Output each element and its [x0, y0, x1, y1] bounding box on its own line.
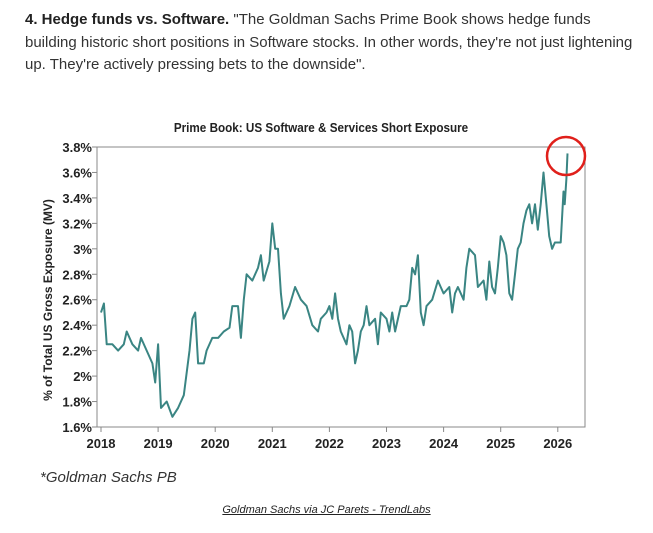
x-tick-label: 2024	[429, 436, 459, 451]
paragraph-heading: 4. Hedge funds vs. Software.	[25, 11, 230, 28]
image-caption: Goldman Sachs via JC Parets - TrendLabs	[0, 504, 653, 516]
chart-source-note: *Goldman Sachs PB	[40, 469, 177, 486]
y-axis-label: % of Total US Gross Exposure (MV)	[41, 199, 55, 401]
paragraph-body: "The Goldman Sachs Prime Book shows hedg…	[25, 11, 633, 73]
x-tick-label: 2020	[201, 436, 230, 451]
y-tick-label: 2.6%	[62, 293, 92, 308]
y-tick-label: 2%	[73, 369, 92, 384]
y-tick-label: 3.8%	[62, 140, 92, 155]
series-line	[100, 153, 569, 418]
plot-frame	[96, 146, 586, 428]
x-tick-label: 2023	[372, 436, 401, 451]
y-tick-label: 3.2%	[62, 216, 92, 231]
caption-link[interactable]: Goldman Sachs via JC Parets - TrendLabs	[222, 504, 431, 516]
x-tick-label: 2021	[258, 436, 287, 451]
y-tick-label: 3%	[73, 242, 92, 257]
x-tick-label: 2018	[87, 436, 116, 451]
x-tick-label: 2026	[543, 436, 572, 451]
article-paragraph: 4. Hedge funds vs. Software. "The Goldma…	[25, 9, 635, 77]
y-tick-label: 1.8%	[62, 395, 92, 410]
highlight-circle	[545, 135, 587, 177]
y-tick-label: 3.6%	[62, 165, 92, 180]
y-tick-label: 2.2%	[62, 344, 92, 359]
y-tick-label: 2.4%	[62, 318, 92, 333]
y-tick-label: 3.4%	[62, 191, 92, 206]
chart-title: Prime Book: US Software & Services Short…	[174, 120, 468, 135]
y-tick-label: 1.6%	[62, 420, 92, 435]
y-tick-label: 2.8%	[62, 267, 92, 282]
x-tick-label: 2022	[315, 436, 344, 451]
x-tick-label: 2019	[144, 436, 173, 451]
x-tick-label: 2025	[486, 436, 515, 451]
